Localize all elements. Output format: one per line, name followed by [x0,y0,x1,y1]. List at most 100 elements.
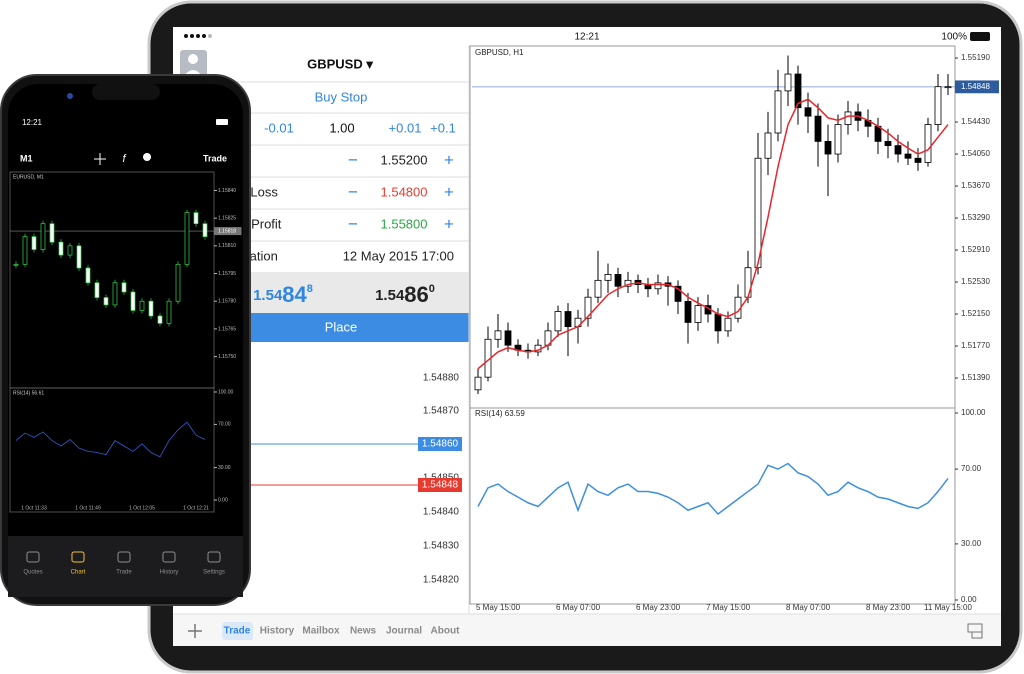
y-tick-label: 1.54430 [961,117,990,126]
volume-step[interactable]: +0.01 [389,120,422,135]
plus-button[interactable]: + [444,214,454,233]
nav-icon[interactable] [26,551,40,563]
tab[interactable]: Journal [386,626,422,637]
rsi-title: RSI(14) 63.59 [475,409,525,418]
y-tick-label: 1.15810 [218,243,236,249]
nav-label[interactable]: Chart [71,570,86,576]
bid-sup: 8 [307,283,313,295]
bid-prefix: 1.54 [253,287,283,304]
row-value[interactable]: 12 May 2015 17:00 [343,248,454,263]
rsi-line [15,421,206,458]
candle-body [76,245,82,269]
nav-icon[interactable] [162,551,176,563]
y-tick-label: 70.00 [218,422,231,428]
tab[interactable]: History [260,626,295,637]
volume-step[interactable]: +0.1 [430,120,456,135]
bid-big: 84 [282,282,307,307]
y-tick-label: 70.00 [961,464,982,473]
rsi-line [477,462,949,515]
bid-price[interactable]: 1.54848 [253,282,313,307]
y-tick-label: 100.00 [961,408,986,417]
candle-body [814,115,822,142]
battery-icon [970,32,990,41]
depth-price: 1.54870 [423,406,460,417]
tab-bar: Trade History Mailbox News Journal About [173,613,1001,646]
x-tick-label: 1 Oct 12:05 [129,505,155,511]
volume-step[interactable]: -0.01 [264,120,294,135]
candle-body [175,263,181,302]
y-tick-label: 1.15840 [218,188,236,194]
nav-label[interactable]: Settings [203,570,225,576]
buy-label: 1.54860 [422,439,459,450]
x-tick-label: 7 May 15:00 [706,603,751,612]
minus-button[interactable]: − [348,182,358,201]
y-tick-label: 30.00 [961,539,982,548]
tab[interactable]: Trade [224,626,251,637]
candle-body [166,300,172,324]
plus-button[interactable]: + [444,182,454,201]
y-tick-label: 1.55190 [961,53,990,62]
candle-body [157,315,163,324]
order-type[interactable]: Buy Stop [315,89,368,104]
nav-label[interactable]: History [160,570,179,576]
candle-body [834,124,842,155]
candle-body [564,311,572,328]
candle-body [764,132,772,159]
phone-screen [8,84,243,597]
candle-body [844,111,852,125]
objects-icon[interactable] [143,153,151,161]
phone-rsi-title: RSI(14) 56.61 [13,390,44,396]
y-tick-label: 1.15795 [218,271,236,277]
depth-price: 1.54830 [423,541,460,552]
nav-label[interactable]: Trade [116,570,132,576]
candle-body [112,282,118,306]
x-tick-label: 8 May 07:00 [786,603,831,612]
moving-average [477,98,949,370]
phone-trade[interactable]: Trade [203,153,227,163]
minus-button[interactable]: − [348,214,358,233]
x-tick-label: 6 May 07:00 [556,603,601,612]
nav-icon[interactable] [207,551,221,563]
phone-chart-title: EURUSD, M1 [13,174,44,180]
ask-big: 86 [404,282,428,307]
candle-body [714,313,722,332]
y-tick-label: 1.53290 [961,213,990,222]
candle-body [58,241,64,256]
candle-body [604,274,612,281]
candle-body [584,296,592,319]
candle-body [924,124,932,163]
x-tick-label: 1 Oct 12:21 [183,505,209,511]
x-tick-label: 8 May 23:00 [866,603,911,612]
tab[interactable]: Mailbox [302,626,340,637]
tab[interactable]: News [350,626,377,637]
candle-body [103,297,109,306]
ask-prefix: 1.54 [375,287,405,304]
y-tick-label: 1.52150 [961,309,990,318]
sell-label-box [418,478,462,492]
indicator-icon[interactable]: f [122,153,126,165]
candle-body [130,291,136,311]
row-value[interactable]: 1.54800 [381,184,428,199]
status-bar: 12:21 100% [184,32,990,43]
crosshair-icon[interactable] [94,153,106,165]
nav-icon[interactable] [117,551,131,563]
plus-button[interactable]: + [444,150,454,169]
candle-body [40,223,46,250]
ask-price[interactable]: 1.54860 [375,282,435,307]
symbol-selector[interactable]: GBPUSD ▾ [307,56,373,71]
current-price-box [214,227,242,236]
minus-button[interactable]: − [348,150,358,169]
candle-body [804,107,812,117]
candle-body [474,376,482,391]
row-value[interactable]: 1.55200 [381,152,428,167]
nav-label[interactable]: Quotes [23,570,42,576]
buy-label-box [418,437,462,451]
tab[interactable]: About [431,626,461,637]
timeframe[interactable]: M1 [20,153,33,163]
candle-body [504,330,512,346]
candle-body [193,212,199,225]
nav-icon[interactable] [71,551,85,563]
add-button[interactable] [188,624,202,638]
row-value[interactable]: 1.55800 [381,216,428,231]
x-tick-label: 1 Oct 11:49 [75,505,101,511]
